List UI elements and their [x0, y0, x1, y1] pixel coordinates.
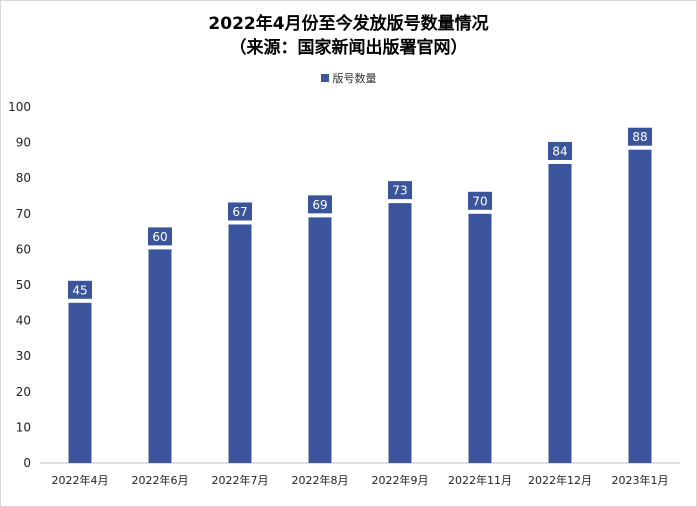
y-tick-label: 40: [16, 314, 31, 328]
data-label-box: [388, 181, 412, 200]
bar: [68, 302, 92, 463]
y-tick-label: 80: [16, 171, 31, 185]
x-tick-label: 2023年1月: [612, 473, 669, 487]
data-label: 60: [152, 230, 167, 244]
x-tick-label: 2022年11月: [448, 473, 512, 487]
x-tick-label: 2022年12月: [528, 473, 592, 487]
data-label-box: [468, 191, 492, 210]
x-tick-label: 2022年4月: [52, 473, 109, 487]
bar: [548, 163, 572, 463]
bar: [148, 249, 172, 463]
x-tick-label: 2022年6月: [132, 473, 189, 487]
y-tick-label: 50: [16, 278, 31, 292]
y-tick-label: 70: [16, 207, 31, 221]
x-tick-label: 2022年7月: [212, 473, 269, 487]
data-label-box: [228, 202, 252, 221]
data-label-box: [148, 227, 172, 246]
bar: [228, 224, 252, 463]
x-tick-label: 2022年8月: [292, 473, 349, 487]
bar: [468, 213, 492, 463]
legend-label: 版号数量: [332, 72, 377, 85]
legend: 版号数量: [0, 70, 697, 86]
y-tick-label: 30: [16, 349, 31, 363]
data-label-box: [308, 195, 332, 214]
chart-subtitle: （来源：国家新闻出版署官网）: [229, 38, 468, 58]
data-label: 84: [552, 144, 567, 158]
data-label-box: [68, 280, 92, 299]
y-tick-label: 100: [8, 100, 31, 114]
x-tick-label: 2022年9月: [372, 473, 429, 487]
legend-swatch: [320, 74, 329, 82]
data-label-box: [548, 141, 572, 160]
data-label: 70: [472, 194, 487, 208]
bar: [388, 203, 412, 463]
data-label: 69: [312, 198, 327, 212]
bar: [628, 149, 652, 463]
y-tick-label: 20: [16, 385, 31, 399]
y-tick-label: 0: [23, 456, 31, 470]
y-tick-label: 60: [16, 242, 31, 256]
y-tick-label: 90: [16, 136, 31, 150]
bar: [308, 217, 332, 463]
data-label: 73: [392, 184, 407, 198]
chart-title: 2022年4月份至今发放版号数量情况: [208, 14, 489, 34]
data-label: 88: [632, 130, 647, 144]
data-label-box: [628, 127, 652, 146]
data-label: 45: [72, 283, 87, 297]
data-label: 67: [232, 205, 247, 219]
y-tick-label: 10: [16, 420, 31, 434]
